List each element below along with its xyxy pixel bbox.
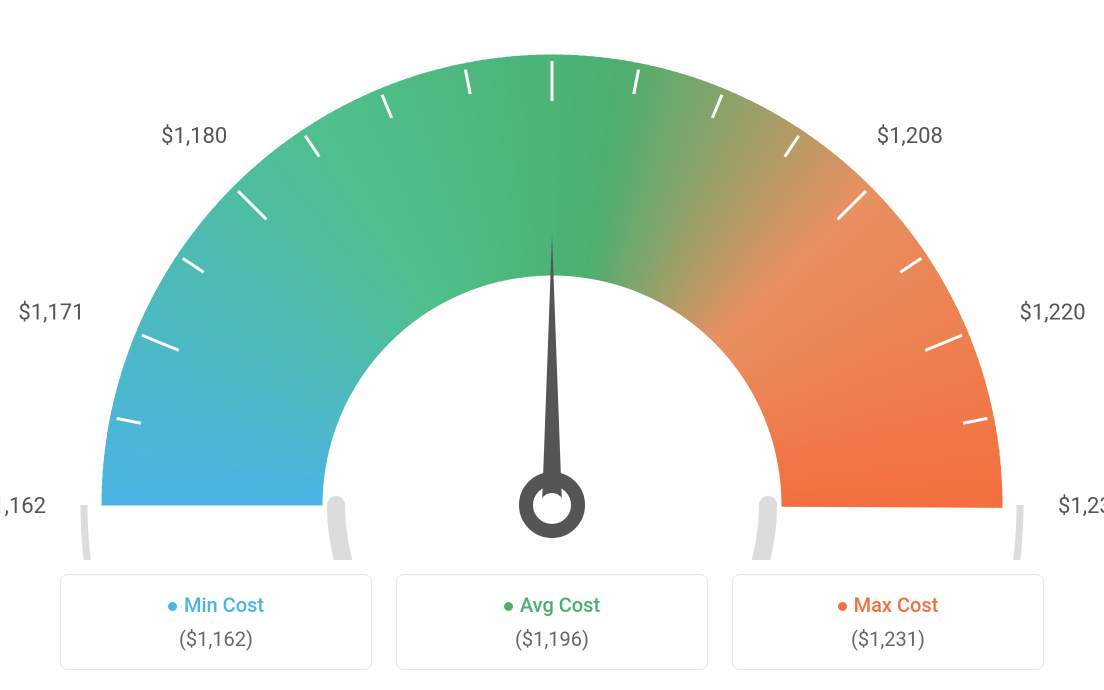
svg-text:$1,196: $1,196 [519, 0, 585, 1]
gauge-svg: $1,162 $1,171 $1,180 $1,196 $1,208 $1,220 $1,2… [0, 0, 1104, 560]
legend-avg-label-text: Avg Cost [520, 593, 600, 617]
bullet-min [168, 602, 177, 611]
bullet-max [838, 602, 847, 611]
svg-text:$1,171: $1,171 [18, 300, 84, 325]
legend-avg-value: ($1,196) [407, 627, 697, 651]
legend-min: Min Cost ($1,162) [60, 574, 372, 670]
svg-text:$1,162: $1,162 [0, 494, 46, 519]
svg-text:$1,180: $1,180 [161, 124, 227, 149]
legend-min-label-text: Min Cost [184, 593, 264, 617]
svg-text:$1,208: $1,208 [877, 124, 943, 149]
legend-avg-label: Avg Cost [407, 593, 697, 617]
legend-max-value: ($1,231) [743, 627, 1033, 651]
gauge-area: $1,162 $1,171 $1,180 $1,196 $1,208 $1,220 $1,2… [0, 0, 1104, 560]
legend-avg: Avg Cost ($1,196) [396, 574, 708, 670]
legend-min-value: ($1,162) [71, 627, 361, 651]
legend-row: Min Cost ($1,162) Avg Cost ($1,196) Max … [60, 574, 1044, 670]
legend-max: Max Cost ($1,231) [732, 574, 1044, 670]
svg-text:$1,231: $1,231 [1058, 494, 1104, 519]
cost-gauge-chart: $1,162 $1,171 $1,180 $1,196 $1,208 $1,220 $1,2… [0, 0, 1104, 690]
svg-text:$1,220: $1,220 [1019, 300, 1085, 325]
legend-max-label-text: Max Cost [854, 593, 939, 617]
legend-max-label: Max Cost [743, 593, 1033, 617]
bullet-avg [504, 602, 513, 611]
legend-min-label: Min Cost [71, 593, 361, 617]
